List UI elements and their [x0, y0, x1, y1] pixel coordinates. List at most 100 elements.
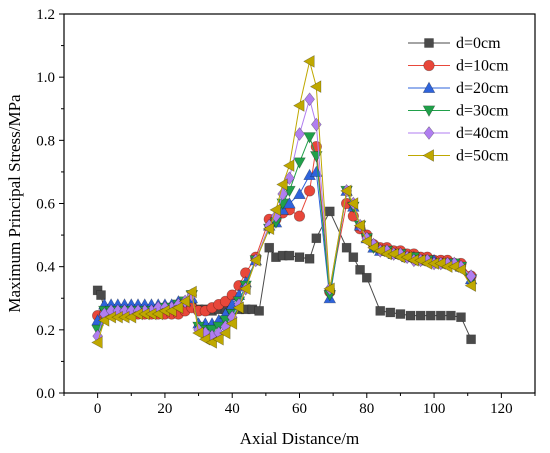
- series-layer: [91, 55, 478, 349]
- legend-label: d=10cm: [456, 58, 509, 75]
- series-d=10cm: [92, 141, 477, 322]
- data-point: [323, 282, 335, 296]
- data-point: [262, 222, 275, 236]
- data-point: [303, 132, 316, 144]
- data-point: [456, 312, 466, 323]
- data-point: [385, 307, 396, 318]
- data-point: [375, 306, 386, 316]
- legend-item: d=30cm: [408, 103, 509, 120]
- y-tick-label: 0.2: [36, 323, 55, 339]
- data-point: [171, 301, 184, 315]
- data-point: [446, 310, 456, 321]
- series-line: [97, 146, 472, 317]
- data-point: [91, 336, 103, 349]
- data-point: [466, 334, 476, 345]
- data-point: [415, 310, 426, 321]
- data-point: [324, 206, 335, 217]
- legend-marker: [422, 149, 434, 162]
- legend-label: d=40cm: [456, 125, 509, 142]
- data-point: [309, 165, 323, 177]
- data-point: [185, 285, 197, 299]
- x-tick-label: 40: [225, 401, 240, 417]
- data-point: [353, 219, 366, 232]
- data-point: [340, 184, 352, 198]
- data-point: [304, 92, 315, 107]
- data-point: [309, 80, 322, 93]
- data-point: [348, 252, 359, 262]
- data-point: [293, 157, 306, 169]
- y-axis-title: Maximum Principal Stress/MPa: [5, 94, 24, 313]
- data-point: [192, 326, 204, 340]
- data-point: [219, 326, 231, 340]
- legend-item: d=0cm: [408, 35, 501, 52]
- legend-item: d=40cm: [408, 125, 509, 142]
- series-d=0cm: [92, 206, 476, 345]
- data-point: [249, 254, 261, 267]
- y-tick-label: 0.4: [36, 260, 55, 276]
- data-point: [355, 265, 365, 275]
- data-point: [276, 178, 288, 191]
- legend: d=0cm d=10cm d=20cm d=30cm d=40cm d=50cm: [408, 35, 509, 165]
- data-point: [277, 187, 289, 201]
- data-point: [425, 310, 436, 321]
- legend-marker: [422, 81, 436, 93]
- x-axis-title: Axial Distance/m: [240, 429, 359, 448]
- legend-item: d=50cm: [408, 148, 509, 165]
- data-point: [293, 99, 305, 112]
- data-point: [346, 197, 359, 210]
- data-point: [341, 242, 352, 253]
- data-point: [293, 210, 306, 222]
- data-point: [284, 250, 295, 261]
- y-tick-label: 0.6: [36, 197, 55, 213]
- data-point: [254, 306, 264, 316]
- legend-label: d=20cm: [456, 80, 509, 97]
- data-point: [303, 185, 316, 197]
- y-tick-label: 0.8: [36, 133, 55, 149]
- y-tick-label: 0.0: [36, 386, 55, 402]
- x-tick-label: 100: [423, 401, 446, 417]
- x-tick-label: 80: [359, 401, 374, 417]
- data-point: [178, 295, 191, 308]
- data-point: [239, 282, 251, 296]
- data-point: [361, 272, 372, 283]
- data-point: [232, 301, 244, 315]
- y-tick-label: 1.0: [36, 70, 55, 86]
- data-point: [225, 317, 238, 330]
- data-point: [464, 279, 477, 292]
- data-point: [360, 235, 372, 248]
- data-point: [269, 203, 281, 217]
- x-axis: 0 20 40 60 80 100 120: [63, 393, 536, 417]
- data-point: [282, 159, 295, 172]
- y-tick-label: 1.2: [36, 7, 55, 23]
- data-point: [294, 127, 305, 141]
- data-point: [311, 233, 322, 244]
- data-point: [405, 310, 416, 321]
- legend-marker: [422, 105, 436, 117]
- legend-item: d=10cm: [408, 58, 509, 75]
- legend-label: d=50cm: [456, 148, 509, 165]
- series-d=50cm: [91, 55, 477, 349]
- legend-label: d=30cm: [456, 103, 509, 120]
- legend-item: d=20cm: [408, 80, 509, 97]
- x-tick-label: 120: [490, 401, 513, 417]
- data-point: [303, 55, 315, 68]
- data-point: [264, 242, 275, 253]
- data-point: [96, 290, 106, 300]
- data-point: [435, 310, 446, 321]
- data-point: [310, 117, 322, 132]
- legend-marker: [424, 38, 434, 48]
- data-point: [283, 197, 296, 209]
- x-tick-label: 0: [94, 401, 102, 417]
- data-point: [395, 309, 406, 319]
- y-axis: 0.0 0.2 0.4 0.6 0.8 1.0 1.2: [36, 7, 64, 402]
- legend-marker: [423, 59, 435, 72]
- legend-marker: [423, 126, 435, 140]
- x-tick-label: 20: [157, 401, 172, 417]
- x-tick-label: 60: [292, 401, 307, 417]
- data-point: [294, 252, 305, 262]
- data-point: [212, 332, 224, 346]
- data-point: [304, 253, 315, 264]
- data-point: [293, 187, 306, 199]
- legend-label: d=0cm: [456, 35, 501, 52]
